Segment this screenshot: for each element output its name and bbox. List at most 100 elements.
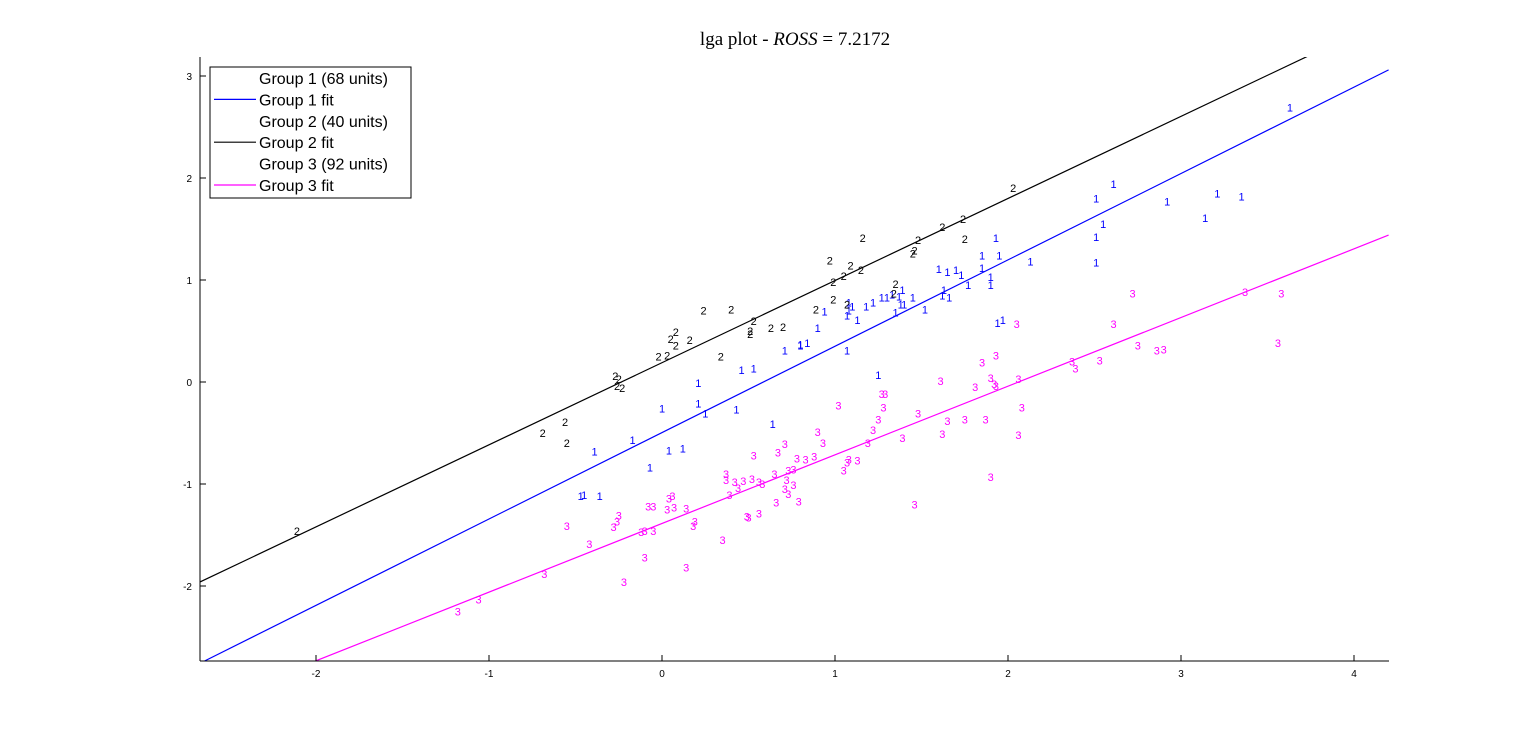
legend-item-label: Group 3 fit — [259, 178, 334, 195]
data-point-group-2: 2 — [664, 350, 670, 362]
legend-item-label: Group 2 fit — [259, 135, 334, 152]
data-point-group-3: 3 — [782, 484, 788, 496]
data-point-group-1: 1 — [804, 338, 810, 350]
data-point-group-1: 1 — [1287, 103, 1293, 115]
data-point-group-1: 1 — [899, 285, 905, 297]
data-point-group-1: 1 — [844, 311, 850, 323]
data-point-group-3: 3 — [1097, 356, 1103, 368]
data-point-group-3: 3 — [638, 527, 644, 539]
data-point-group-1: 1 — [901, 299, 907, 311]
data-point-group-1: 1 — [844, 345, 850, 357]
data-point-group-3: 3 — [962, 415, 968, 427]
data-point-group-1: 1 — [1164, 196, 1170, 208]
data-point-group-3: 3 — [899, 433, 905, 445]
data-point-group-3: 3 — [642, 526, 648, 538]
legend-item-label: Group 3 (92 units) — [259, 157, 388, 174]
data-point-group-3: 3 — [815, 427, 821, 439]
data-point-group-2: 2 — [891, 288, 897, 300]
data-point-group-3: 3 — [844, 458, 850, 470]
data-point-group-1: 1 — [597, 491, 603, 503]
data-point-group-3: 3 — [690, 521, 696, 533]
x-tick-label: -1 — [485, 669, 494, 680]
data-point-group-3: 3 — [820, 438, 826, 450]
data-point-group-3: 3 — [972, 382, 978, 394]
data-point-group-1: 1 — [953, 265, 959, 277]
y-tick-label: 3 — [186, 72, 192, 83]
data-point-group-3: 3 — [912, 499, 918, 511]
data-point-group-1: 1 — [898, 299, 904, 311]
data-point-group-1: 1 — [996, 251, 1002, 263]
data-point-group-1: 1 — [965, 280, 971, 292]
data-point-group-3: 3 — [586, 539, 592, 551]
data-point-group-1: 1 — [815, 323, 821, 335]
data-point-group-1: 1 — [578, 491, 584, 503]
data-point-group-1: 1 — [797, 340, 803, 352]
data-point-group-3: 3 — [854, 456, 860, 468]
data-point-group-2: 2 — [1010, 183, 1016, 195]
data-point-group-3: 3 — [771, 469, 777, 481]
x-tick-label: -2 — [312, 669, 321, 680]
data-point-group-1: 1 — [695, 398, 701, 410]
data-point-group-1: 1 — [922, 305, 928, 317]
data-point-group-2: 2 — [780, 322, 786, 334]
data-point-group-2: 2 — [700, 306, 706, 318]
x-tick-label: 3 — [1178, 669, 1184, 680]
data-point-group-3: 3 — [1278, 288, 1284, 300]
data-point-group-1: 1 — [680, 443, 686, 455]
data-point-group-3: 3 — [785, 466, 791, 478]
data-point-group-3: 3 — [1015, 374, 1021, 386]
data-point-group-3: 3 — [775, 447, 781, 459]
data-point-group-3: 3 — [666, 493, 672, 505]
data-point-group-3: 3 — [811, 451, 817, 463]
data-point-group-1: 1 — [1214, 188, 1220, 200]
title-prefix: lga plot - — [700, 29, 773, 50]
data-point-group-3: 3 — [846, 455, 852, 467]
data-point-group-1: 1 — [993, 233, 999, 245]
data-point-group-3: 3 — [610, 522, 616, 534]
data-point-group-2: 2 — [939, 222, 945, 234]
y-tick-label: -1 — [183, 480, 192, 491]
data-point-group-3: 3 — [683, 503, 689, 515]
fit-line-1 — [203, 69, 1389, 661]
data-point-group-3: 3 — [939, 429, 945, 441]
data-point-group-3: 3 — [796, 496, 802, 508]
data-point-group-2: 2 — [614, 381, 620, 393]
data-point-group-1: 1 — [751, 364, 757, 376]
data-point-group-1: 1 — [1238, 191, 1244, 203]
data-point-group-2: 2 — [687, 335, 693, 347]
data-point-group-2: 2 — [960, 214, 966, 226]
data-point-group-1: 1 — [889, 289, 895, 301]
data-point-group-1: 1 — [630, 435, 636, 447]
data-point-group-1: 1 — [647, 463, 653, 475]
data-point-group-2: 2 — [673, 327, 679, 339]
data-point-group-1: 1 — [946, 292, 952, 304]
data-point-group-2: 2 — [768, 323, 774, 335]
data-point-group-1: 1 — [958, 270, 964, 282]
data-point-group-3: 3 — [1275, 338, 1281, 350]
data-point-group-1: 1 — [896, 291, 902, 303]
data-point-group-3: 3 — [915, 409, 921, 421]
data-point-group-3: 3 — [1129, 288, 1135, 300]
data-point-group-3: 3 — [988, 472, 994, 484]
data-point-group-3: 3 — [782, 439, 788, 451]
data-point-group-1: 1 — [988, 280, 994, 292]
data-point-group-3: 3 — [719, 535, 725, 547]
data-point-group-3: 3 — [1135, 340, 1141, 352]
data-point-group-1: 1 — [581, 490, 587, 502]
data-point-group-1: 1 — [854, 315, 860, 327]
data-point-group-3: 3 — [683, 563, 689, 575]
data-point-group-2: 2 — [747, 326, 753, 338]
data-point-group-3: 3 — [541, 569, 547, 581]
data-point-group-3: 3 — [875, 415, 881, 427]
data-point-group-3: 3 — [650, 501, 656, 513]
data-point-group-2: 2 — [827, 256, 833, 268]
title-math: ROSS — [772, 29, 818, 50]
x-ticks: -2 -1 0 1 2 3 4 — [312, 655, 1357, 680]
legend-item-label: Group 1 (68 units) — [259, 71, 388, 88]
data-point-group-3: 3 — [835, 400, 841, 412]
data-point-group-3: 3 — [642, 552, 648, 564]
data-point-group-3: 3 — [614, 517, 620, 529]
data-point-group-3: 3 — [979, 358, 985, 370]
